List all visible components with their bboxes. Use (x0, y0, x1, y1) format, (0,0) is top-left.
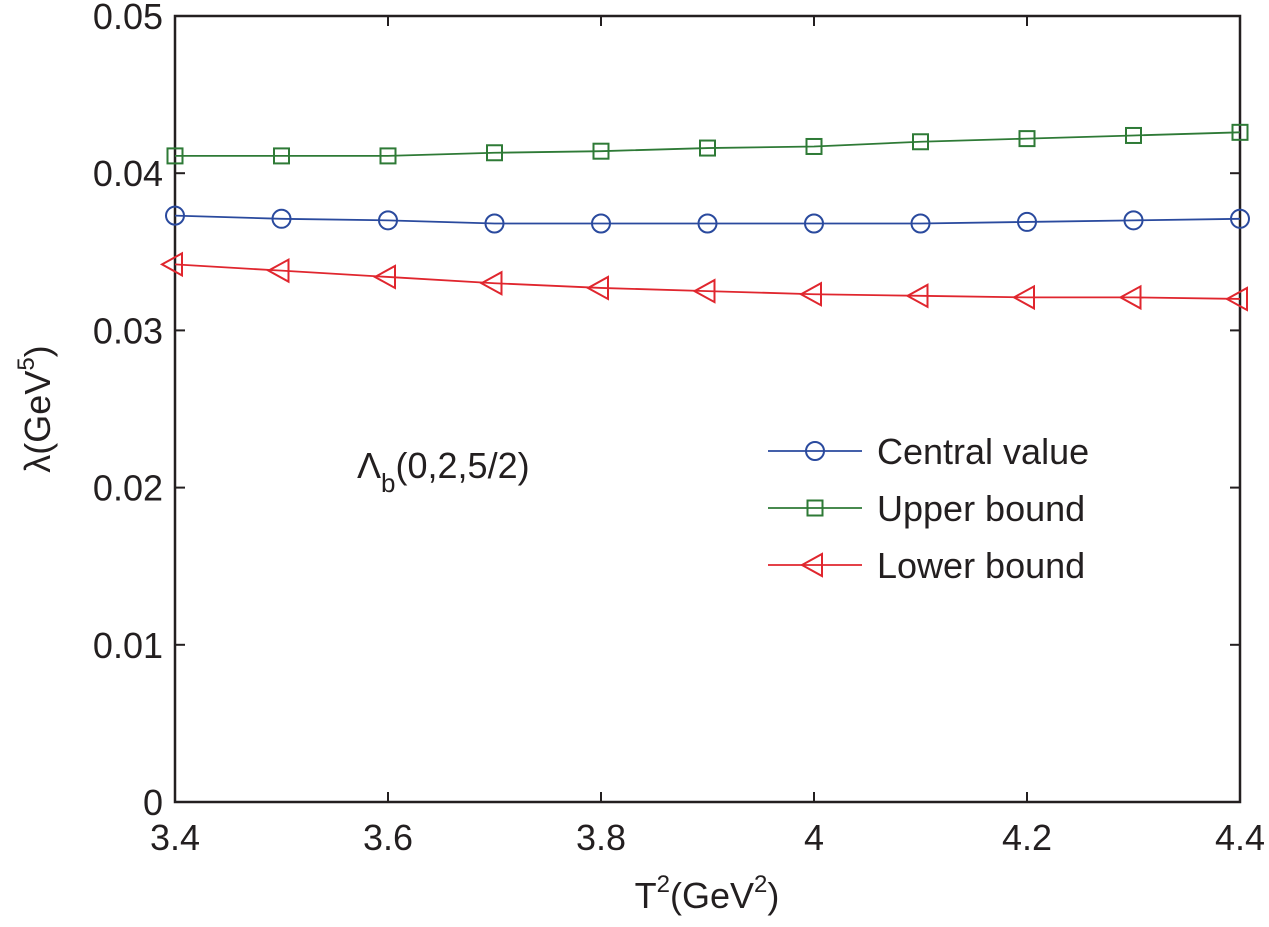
data-point-lower-bound (1224, 286, 1248, 312)
data-point-central-value (484, 213, 505, 234)
x-tick-label: 3.6 (363, 817, 413, 858)
data-point-upper-bound (699, 139, 716, 157)
y-axis-label: λ(GeV5) (13, 345, 58, 472)
data-point-lower-bound (905, 283, 929, 309)
data-point-upper-bound (1125, 126, 1142, 144)
data-point-central-value (1123, 210, 1144, 231)
data-point-lower-bound (585, 275, 609, 301)
data-point-central-value (591, 213, 611, 234)
data-point-central-value (804, 213, 824, 234)
data-point-central-value (1230, 208, 1250, 229)
x-tick-label: 3.4 (150, 817, 200, 858)
data-point-upper-bound (379, 147, 397, 165)
data-point-upper-bound (592, 142, 610, 160)
y-tick-label: 0.04 (93, 153, 163, 194)
legend-marker (805, 441, 825, 461)
data-point-lower-bound (372, 264, 396, 290)
series-central-value (165, 205, 1250, 234)
annotation-label: Λb(0,2,5/2) (357, 445, 530, 498)
data-point-upper-bound (805, 137, 823, 155)
series-upper-bound (166, 123, 1249, 165)
legend-label: Upper bound (877, 488, 1085, 529)
series-line-lower-bound (174, 263, 1241, 300)
data-point-central-value (271, 208, 292, 229)
data-point-lower-bound (798, 281, 822, 307)
legend-label: Lower bound (877, 545, 1085, 586)
x-tick-label: 3.8 (576, 817, 626, 858)
y-tick-label: 0.03 (93, 310, 163, 351)
data-point-lower-bound (479, 270, 503, 296)
data-point-upper-bound (273, 147, 290, 165)
x-axis-label: T2(GeV2) (635, 871, 780, 916)
data-point-lower-bound (692, 278, 716, 304)
data-point-central-value (910, 213, 931, 234)
data-point-central-value (697, 213, 718, 234)
data-point-central-value (165, 205, 185, 226)
data-point-lower-bound (1118, 284, 1142, 311)
legend: Central value Upper bound Lower bound (768, 431, 1089, 586)
data-point-upper-bound (1018, 130, 1036, 148)
series-line-upper-bound (175, 131, 1241, 157)
data-point-upper-bound (912, 133, 929, 151)
x-tick-label: 4.2 (1002, 817, 1052, 858)
data-point-lower-bound (159, 251, 183, 278)
y-tick-label: 0.05 (93, 0, 163, 37)
data-point-lower-bound (1011, 284, 1035, 311)
data-point-lower-bound (266, 257, 290, 284)
x-tick-label: 4 (804, 817, 824, 858)
legend-marker (806, 499, 824, 517)
y-tick-label: 0 (143, 782, 163, 823)
data-point-central-value (378, 210, 398, 231)
x-tick-label: 4.4 (1215, 817, 1265, 858)
data-point-upper-bound (486, 144, 503, 162)
legend-marker (799, 552, 823, 578)
y-tick-label: 0.02 (93, 468, 163, 509)
data-point-central-value (1017, 211, 1037, 232)
data-point-upper-bound (166, 147, 184, 165)
series-line-central-value (174, 214, 1241, 225)
data-point-upper-bound (1231, 123, 1249, 141)
series-lower-bound (159, 251, 1248, 312)
legend-label: Central value (877, 431, 1089, 472)
plot-frame (173, 14, 1242, 804)
y-tick-label: 0.01 (93, 625, 163, 666)
